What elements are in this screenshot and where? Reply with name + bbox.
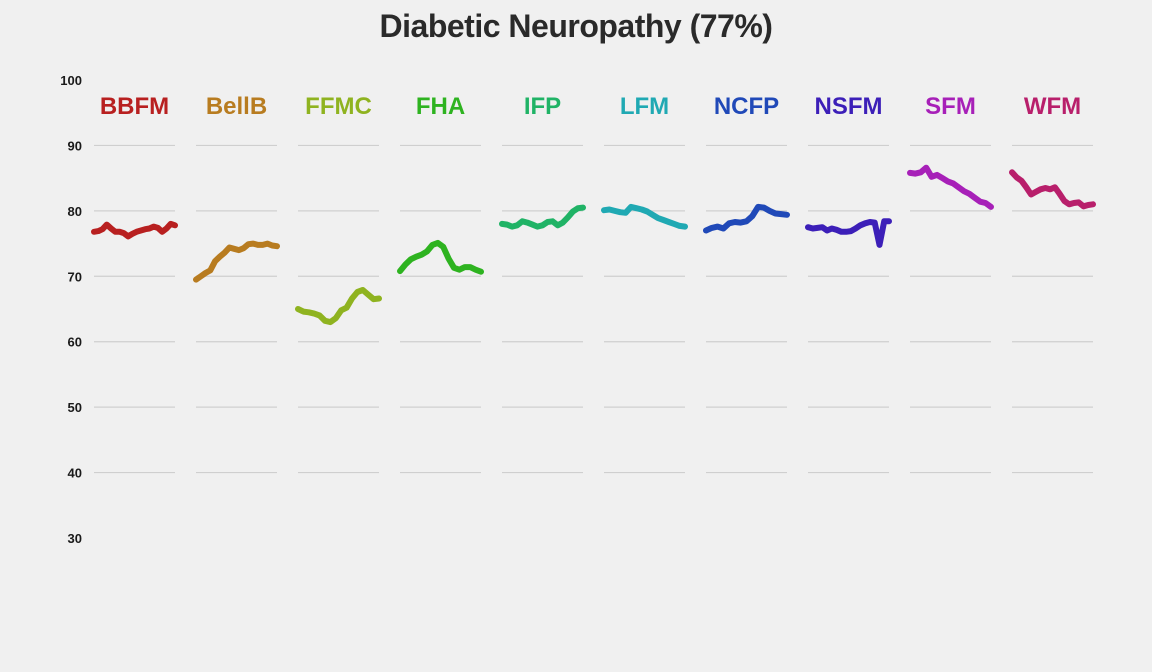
panel-bbfm: BBFM [91,93,178,474]
chart-title: Diabetic Neuropathy (77%) [379,8,773,44]
panel-label: IFP [524,93,561,120]
y-tick-label: 30 [68,531,82,546]
y-tick-label: 50 [68,400,82,415]
panel-label: BBFM [100,93,169,120]
series-line-ncfp [703,203,790,234]
series-line-bellb [193,240,280,283]
panel-ncfp: NCFP [703,93,790,474]
panel-label: WFM [1024,93,1081,120]
panel-fha: FHA [397,93,484,474]
series-line-bbfm [91,220,178,240]
panel-label: BellB [206,93,267,120]
y-tick-label: 40 [68,466,82,481]
panel-nsfm: NSFM [805,93,892,474]
panel-ffmc: FFMC [295,93,382,474]
series-line-sfm [907,164,994,210]
panel-label: NCFP [714,93,779,120]
series-line-ifp [499,204,586,230]
panel-label: SFM [925,93,976,120]
y-tick-label: 100 [60,73,82,88]
panel-lfm: LFM [601,93,688,474]
y-tick-label: 90 [68,138,82,153]
series-line-fha [397,239,484,275]
y-tick-label: 70 [68,269,82,284]
panel-wfm: WFM [1009,93,1096,474]
series-line-lfm [601,203,688,230]
y-tick-label: 60 [68,335,82,350]
panel-label: FFMC [305,93,372,120]
panel-sfm: SFM [907,93,994,474]
panel-bellb: BellB [193,93,280,474]
series-line-wfm [1009,169,1096,210]
series-line-ffmc [295,287,382,326]
series-line-nsfm [805,218,892,248]
panel-ifp: IFP [499,93,586,474]
panel-label: NSFM [815,93,883,120]
panel-label: LFM [620,93,669,120]
y-tick-label: 80 [68,204,82,219]
panel-label: FHA [416,93,465,120]
